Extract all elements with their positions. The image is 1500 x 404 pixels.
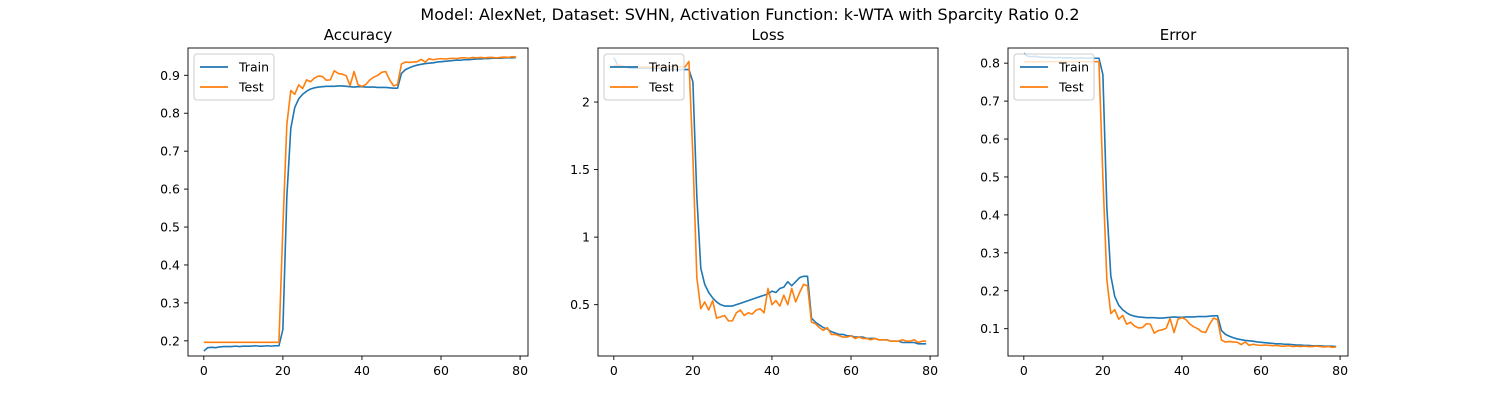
error-x-tick-label: 60 [1253,363,1269,378]
error-y-tick-label: 0.3 [980,245,1000,260]
accuracy-legend: Train Test [193,53,275,101]
loss-legend-box [603,53,685,101]
loss-test-line [613,60,927,344]
loss-axes-frame [597,47,939,357]
accuracy-legend-test-label: Test [238,80,264,95]
error-legend-test-label: Test [1058,80,1084,95]
accuracy-y-tick-label: 0.8 [160,106,180,121]
accuracy-y-tick-label: 0.7 [160,144,180,159]
error-y-tick-label: 0.7 [980,94,1000,109]
error-legend: Train Test [1013,53,1095,101]
error-y-tick-label: 0.1 [980,321,1000,336]
error-x-tick-label: 80 [1332,363,1348,378]
error-x-tick-label: 0 [1020,363,1028,378]
accuracy-y-tick-label: 0.5 [160,220,180,235]
loss-legend-train-label: Train [648,60,679,75]
error-y-tick-label: 0.4 [980,207,1000,222]
accuracy-legend-train-label: Train [238,60,269,75]
error-y-tick-label: 0.6 [980,132,1000,147]
accuracy-x-tick-label: 20 [275,363,291,378]
error-subplot: 0 20 40 60 80 0.1 0.2 0.3 0.4 0.5 0.6 0.7 0.8 Error Tr… [980,26,1349,378]
accuracy-x-tick-label: 60 [433,363,449,378]
loss-y-tick-label: 1 [582,230,590,245]
loss-x-tick-label: 60 [843,363,859,378]
loss-y-tick-label: 1.5 [570,162,590,177]
loss-y-tick-label: 2 [582,95,590,110]
error-test-line [1023,60,1337,349]
loss-y-tick-label: 0.5 [570,297,590,312]
error-legend-box [1013,53,1095,101]
accuracy-y-tick-label: 0.3 [160,295,180,310]
accuracy-title: Accuracy [324,26,393,44]
accuracy-x-tick-label: 80 [512,363,528,378]
error-axes-frame [1007,47,1349,357]
loss-x-tick-label: 0 [610,363,618,378]
accuracy-x-tick-label: 0 [200,363,208,378]
error-title: Error [1160,26,1197,44]
figure-suptitle: Model: AlexNet, Dataset: SVHN, Activatio… [420,5,1080,24]
accuracy-y-tick-label: 0.6 [160,182,180,197]
error-x-tick-label: 20 [1095,363,1111,378]
loss-x-tick-label: 40 [764,363,780,378]
accuracy-test-line [203,55,517,344]
accuracy-subplot: 0 20 40 60 80 0.2 0.3 0.4 0.5 0.6 0.7 0.8 0.9 Accurac… [160,26,529,378]
error-y-tick-label: 0.2 [980,283,1000,298]
accuracy-y-tick-label: 0.2 [160,333,180,348]
loss-subplot: 0 20 40 60 80 0.5 1 1.5 2 Loss Train Test [570,26,939,378]
loss-legend-test-label: Test [648,80,674,95]
error-y-tick-label: 0.5 [980,169,1000,184]
loss-legend: Train Test [603,53,685,101]
accuracy-y-tick-label: 0.9 [160,68,180,83]
accuracy-legend-box [193,53,275,101]
loss-title: Loss [752,26,785,44]
accuracy-train-line [203,56,517,352]
error-legend-train-label: Train [1058,60,1089,75]
loss-x-tick-label: 80 [922,363,938,378]
accuracy-y-tick-label: 0.4 [160,257,180,272]
accuracy-axes-frame [187,47,529,357]
error-y-tick-label: 0.8 [980,56,1000,71]
error-x-tick-label: 40 [1174,363,1190,378]
accuracy-x-tick-label: 40 [354,363,370,378]
loss-x-tick-label: 20 [685,363,701,378]
